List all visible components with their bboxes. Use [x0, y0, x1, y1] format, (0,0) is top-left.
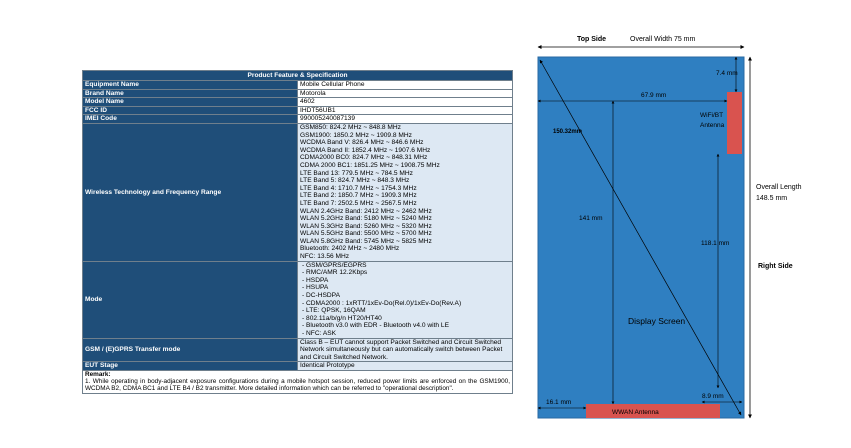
spec-row-remark: Remark: 1. While operating in body-adjac…: [82, 369, 513, 394]
remark-heading: Remark:: [85, 370, 111, 378]
list-item: LTE Band 2: 1850.7 MHz ~ 1909.3 MHz: [300, 192, 417, 200]
dim-67-9-label: 67.9 mm: [641, 92, 666, 99]
right-side-label: Right Side: [758, 263, 793, 270]
overall-width-label: Overall Width 75 mm: [630, 36, 696, 43]
spec-row-wireless: Wireless Technology and Frequency Range …: [82, 122, 513, 262]
list-item: - DC-HSDPA: [302, 292, 340, 300]
spec-row-mode: Mode - GSM/GPRS/EGPRS - RMC/AMR 12.2Kbps…: [82, 260, 513, 339]
row-label: GSM / (E)GPRS Transfer mode: [82, 337, 298, 363]
list-item: CDMA2000 BC0: 824.7 MHz ~ 848.31 MHz: [300, 154, 428, 162]
spec-table: Product Feature & Specification Equipmen…: [82, 70, 513, 394]
list-item: - HSUPA: [302, 284, 329, 292]
wwan-antenna-label: WWAN Antenna: [612, 409, 659, 416]
overall-length-label: Overall Length: [756, 184, 802, 191]
wireless-frequency-list: GSM850: 824.2 MHz ~ 848.8 MHz GSM1900: 1…: [297, 122, 513, 262]
list-item: WLAN 5.5GHz Band: 5500 MHz ~ 5700 MHz: [300, 230, 432, 238]
mode-list: - GSM/GPRS/EGPRS - RMC/AMR 12.2Kbps - HS…: [297, 260, 513, 339]
list-item: WCDMA Band II: 1852.4 MHz ~ 1907.6 MHz: [300, 146, 431, 154]
list-item: WLAN 2.4GHz Band: 2412 MHz ~ 2462 MHz: [300, 207, 432, 215]
list-item: CDMA 2000 BC1: 1851.25 MHz ~ 1908.75 MHz: [300, 161, 440, 169]
dim-7-4-label: 7.4 mm: [716, 70, 738, 77]
list-item: - HSDPA: [302, 276, 329, 284]
list-item: WCDMA Band V: 826.4 MHz ~ 846.6 MHz: [300, 139, 424, 147]
list-item: WLAN 5.3GHz Band: 5260 MHz ~ 5320 MHz: [300, 222, 432, 230]
remark: Remark: 1. While operating in body-adjac…: [82, 369, 513, 394]
wifi-bt-label-line1: WiFi/BT: [700, 112, 723, 119]
row-value: Class B – EUT cannot support Packet Swit…: [297, 337, 513, 363]
list-item: LTE Band 7: 2502.5 MHz ~ 2567.5 MHz: [300, 199, 417, 207]
list-item: GSM1900: 1850.2 MHz ~ 1909.8 MHz: [300, 131, 412, 139]
list-item: - RMC/AMR 12.2Kbps: [302, 269, 368, 277]
diagonal-arrow: [539, 59, 742, 416]
row-label: Wireless Technology and Frequency Range: [82, 122, 298, 262]
list-item: - Bluetooth v3.0 with EDR - Bluetooth v4…: [302, 322, 449, 330]
list-item: - 802.11a/b/g/n HT20/HT40: [302, 314, 382, 322]
dim-16-1-label: 16.1 mm: [546, 399, 571, 406]
dim-8-9-label: 8.9 mm: [702, 393, 724, 400]
list-item: LTE Band 4: 1710.7 MHz ~ 1754.3 MHz: [300, 184, 417, 192]
list-item: - CDMA2000 : 1xRTT/1xEv-Do(Rel.0)/1xEv-D…: [302, 299, 462, 307]
list-item: - LTE: QPSK, 16QAM: [302, 307, 366, 315]
list-item: WLAN 5.8GHz Band: 5745 MHz ~ 5825 MHz: [300, 237, 432, 245]
remark-text: 1. While operating in body-adjacent expo…: [85, 378, 510, 393]
dim-150-32-label: 150.32mm: [553, 129, 582, 135]
list-item: NFC: 13.56 MHz: [300, 253, 350, 261]
top-side-label: Top Side: [577, 36, 606, 43]
row-label: Mode: [82, 260, 298, 339]
list-item: LTE Band 13: 779.5 MHz ~ 784.5 MHz: [300, 169, 413, 177]
display-screen-label: Display Screen: [628, 316, 685, 326]
list-item: Bluetooth: 2402 MHz ~ 2480 MHz: [300, 245, 400, 253]
list-item: WLAN 5.2GHz Band: 5180 MHz ~ 5240 MHz: [300, 215, 432, 223]
wifi-bt-label-line2: Antenna: [700, 122, 725, 129]
dim-118-1-label: 118.1 mm: [701, 240, 729, 247]
overall-length-value: 148.5 mm: [756, 195, 787, 202]
spec-row-gsm-transfer: GSM / (E)GPRS Transfer mode Class B – EU…: [82, 337, 513, 363]
list-item: GSM850: 824.2 MHz ~ 848.8 MHz: [300, 123, 401, 131]
list-item: - GSM/GPRS/EGPRS: [302, 261, 367, 269]
spec-table-title: Product Feature & Specification: [82, 70, 513, 81]
list-item: LTE Band 5: 824.7 MHz ~ 848.3 MHz: [300, 177, 410, 185]
wifi-bt-antenna: [727, 92, 742, 154]
dim-141-label: 141 mm: [579, 215, 602, 222]
list-item: - NFC: ASK: [302, 330, 337, 337]
